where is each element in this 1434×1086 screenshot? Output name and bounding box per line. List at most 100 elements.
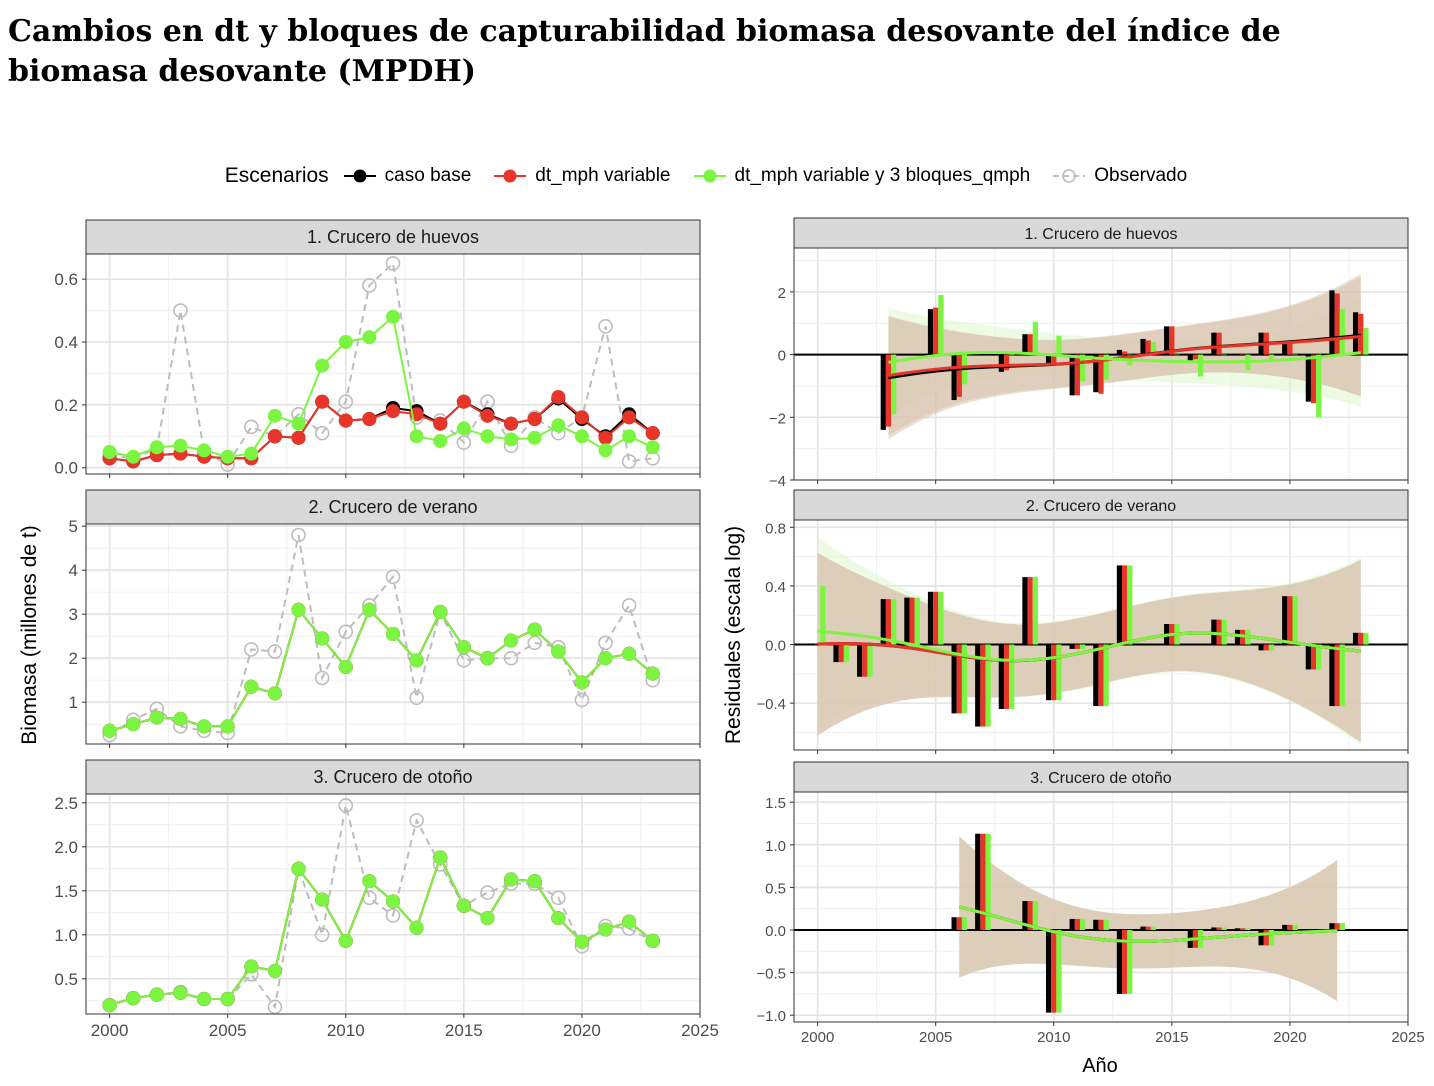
- data-point: [197, 443, 212, 458]
- residual-bar: [1022, 901, 1028, 930]
- residual-bar: [1103, 919, 1109, 930]
- data-point: [621, 454, 637, 469]
- data-point: [338, 933, 353, 948]
- residual-bar: [980, 833, 986, 930]
- facet-label: 3. Crucero de otoño: [313, 767, 472, 787]
- residual-bar: [1003, 354, 1010, 371]
- panel-residuals: 1. Crucero de huevos −4 −2 0 2: [769, 217, 1409, 490]
- data-point: [244, 419, 259, 435]
- data-point: [315, 358, 330, 373]
- x-tick-label: 2005: [919, 1029, 952, 1046]
- residual-bar: [975, 644, 981, 727]
- data-point: [338, 624, 354, 640]
- smooth-curve: [888, 350, 1361, 364]
- data-point: [409, 429, 424, 444]
- data-point: [574, 675, 589, 690]
- residual-bar: [1268, 354, 1275, 361]
- data-point: [504, 432, 519, 447]
- series-dt_mph-variable-y-3-bloques_qmph: [102, 850, 660, 1013]
- legend-key-observado: [1053, 169, 1086, 183]
- data-point: [433, 850, 448, 865]
- y-tick-label: −0.4: [756, 696, 786, 713]
- data-point: [314, 425, 330, 441]
- residual-bar: [1009, 354, 1015, 356]
- residual-bar: [1268, 930, 1275, 946]
- residual-bar: [1056, 335, 1062, 355]
- data-point: [480, 429, 495, 444]
- data-point: [456, 394, 471, 409]
- data-point: [291, 861, 306, 876]
- data-point: [267, 644, 283, 659]
- y-tick-label: 0.0: [765, 923, 786, 940]
- data-point: [574, 934, 589, 949]
- legend-label: Observado: [1094, 165, 1188, 186]
- data-point: [362, 412, 377, 426]
- residual-bar: [1358, 313, 1364, 355]
- residual-bar: [980, 644, 986, 727]
- data-point: [527, 622, 542, 637]
- data-point: [267, 408, 282, 423]
- bar-series-dt_mph-variable-y-3-bloques_qmph: [820, 565, 1369, 727]
- smooth-curve: [888, 334, 1361, 378]
- residual-bar: [1263, 930, 1269, 946]
- residual-bar: [1150, 926, 1157, 930]
- residual-bar: [1045, 644, 1052, 701]
- data-point: [102, 998, 117, 1013]
- residual-bar: [1334, 923, 1340, 930]
- residual-bar: [1310, 354, 1317, 404]
- panel-border: [793, 519, 1409, 751]
- residual-bar: [1045, 354, 1052, 366]
- data-point: [244, 679, 259, 694]
- panel-border: [85, 793, 701, 1015]
- residual-bar: [885, 599, 892, 645]
- data-point: [574, 692, 590, 708]
- data-point: [386, 404, 400, 419]
- residual-bar: [1305, 354, 1311, 402]
- data-point: [267, 429, 282, 444]
- data-point: [622, 646, 637, 661]
- chart-title: Cambios en dt y bloques de capturabilida…: [8, 14, 1281, 89]
- residual-bar: [1056, 644, 1062, 701]
- residual-bar: [1009, 644, 1015, 709]
- data-point: [456, 421, 471, 436]
- residual-bar: [1056, 930, 1062, 1013]
- data-point: [126, 991, 141, 1006]
- residual-bar: [1216, 619, 1222, 645]
- residual-bar: [1116, 349, 1123, 355]
- residual-bar: [1221, 619, 1227, 645]
- residual-bar: [1022, 577, 1028, 645]
- data-point: [102, 445, 117, 459]
- y-tick-label: 0.5: [765, 880, 786, 897]
- residual-bar: [1093, 919, 1099, 930]
- data-point: [267, 999, 283, 1015]
- residual-bar: [909, 597, 915, 645]
- residual-bar: [862, 644, 868, 677]
- residual-bar: [1122, 930, 1128, 994]
- data-point: [456, 898, 471, 913]
- y-tick-label: 0.2: [54, 396, 78, 415]
- residual-bar: [914, 597, 920, 645]
- residual-bar: [1027, 334, 1033, 355]
- residual-bar: [1363, 632, 1369, 645]
- residual-bar: [951, 917, 957, 930]
- y-axis-label-left: Biomasa (millones de t): [18, 525, 41, 744]
- residual-bar: [1211, 927, 1217, 930]
- data-point: [551, 890, 566, 906]
- data-point: [220, 449, 235, 464]
- data-point: [291, 416, 306, 431]
- y-tick-label: 0.0: [765, 638, 786, 655]
- y-tick-label: 1.5: [54, 882, 78, 901]
- data-point: [386, 894, 400, 909]
- residual-bar: [1069, 354, 1075, 396]
- residual-bar: [1074, 644, 1080, 649]
- residual-bar: [1263, 644, 1269, 651]
- data-point: [551, 911, 566, 926]
- data-point: [645, 426, 660, 441]
- data-point: [480, 885, 495, 900]
- panel-biomass: 3. Crucero de otoño 0.5 1.0 1.5 2.0 2.5 2000 20…: [54, 759, 719, 1040]
- residual-bar: [1258, 930, 1264, 946]
- data-point: [338, 413, 353, 428]
- residual-bar: [1127, 565, 1133, 645]
- residual-bar: [938, 591, 944, 645]
- residual-bar: [1187, 354, 1193, 361]
